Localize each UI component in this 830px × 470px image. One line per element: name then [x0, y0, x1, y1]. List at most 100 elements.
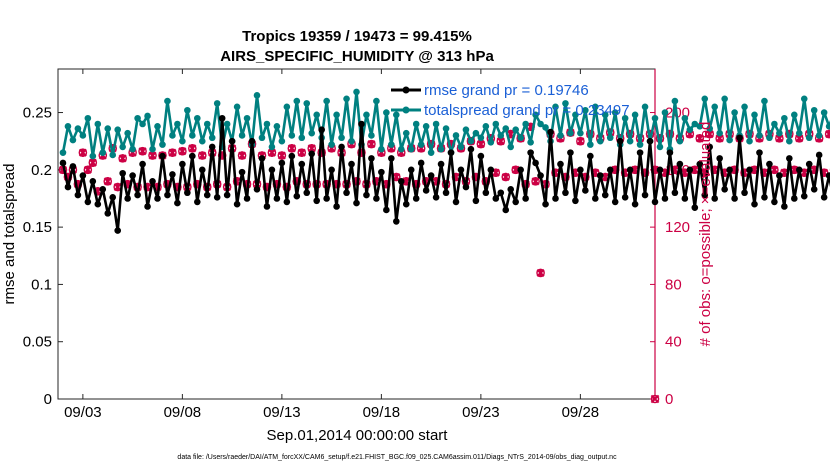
legend-label-totalspread: totalspread grand pr = 0.23497: [424, 102, 630, 119]
totalspread-point: [94, 120, 102, 128]
rmse-point: [761, 194, 768, 201]
rmse-point: [393, 218, 400, 225]
totalspread-point: [373, 97, 380, 105]
rmse-point: [189, 152, 196, 160]
rmse-point: [686, 166, 694, 174]
rmse-point: [781, 203, 788, 210]
totalspread-point: [631, 111, 639, 119]
totalspread-point: [686, 126, 694, 134]
totalspread-point: [208, 134, 216, 142]
totalspread-point: [253, 92, 261, 99]
rmse-point: [517, 166, 524, 174]
rmse-point: [94, 200, 102, 208]
totalspread-point: [467, 137, 475, 145]
totalspread-point: [109, 151, 117, 159]
totalspread-point: [537, 120, 544, 128]
rmse-point: [457, 166, 465, 174]
totalspread-point: [293, 97, 301, 105]
rmse-point: [184, 189, 191, 197]
rmse-point: [582, 187, 589, 194]
totalspread-point: [402, 129, 410, 137]
rmse-point: [358, 120, 365, 128]
totalspread-point: [587, 141, 594, 148]
totalspread-point: [442, 125, 450, 132]
rmse-point: [203, 191, 211, 199]
rmse-point: [104, 210, 112, 217]
rmse-point: [492, 195, 500, 202]
totalspread-point: [407, 145, 415, 153]
rmse-point: [313, 197, 321, 205]
obs-evaluated-point: [536, 268, 545, 278]
rmse-point: [462, 183, 470, 191]
totalspread-point: [497, 132, 505, 139]
rmse-point: [452, 198, 460, 206]
rmse-point: [482, 189, 490, 197]
rmse-point: [805, 160, 813, 168]
totalspread-point: [532, 111, 539, 119]
series-totalspread: [59, 88, 830, 160]
rmse-point: [552, 195, 559, 202]
rmse-point: [328, 166, 335, 174]
rmse-point: [716, 155, 723, 162]
totalspread-point: [69, 136, 77, 144]
y-axis-label: rmse and totalspread: [1, 164, 18, 305]
rmse-point: [701, 191, 709, 199]
totalspread-point: [388, 141, 395, 148]
y-tick-label: 0.15: [23, 219, 52, 236]
totalspread-point: [313, 111, 321, 119]
x-tick-label: 09/23: [462, 404, 500, 421]
totalspread-point: [781, 114, 788, 122]
totalspread-point: [761, 97, 768, 105]
rmse-point: [696, 160, 704, 168]
totalspread-point: [746, 137, 753, 145]
totalspread-point: [676, 137, 684, 145]
obs-evaluated-point: [476, 139, 485, 149]
rmse-point: [144, 203, 151, 210]
totalspread-point: [721, 95, 728, 103]
totalspread-point: [691, 120, 699, 128]
totalspread-point: [800, 95, 808, 103]
rmse-point: [437, 160, 445, 168]
y-axis-left: 0 0.05 0.1 0.15 0.2 0.25: [23, 105, 63, 408]
obs-evaluated-point: [277, 151, 286, 160]
rmse-point: [388, 155, 395, 162]
x-tick-label: 09/03: [64, 404, 102, 421]
totalspread-point: [99, 149, 107, 156]
rmse-point: [567, 149, 574, 156]
totalspread-point: [552, 103, 559, 111]
obs-evaluated-point: [825, 129, 830, 139]
obs-evaluated-point: [297, 148, 306, 157]
rmse-point: [373, 195, 380, 202]
totalspread-point: [527, 139, 534, 146]
totalspread-point: [179, 137, 186, 145]
totalspread-point: [771, 120, 778, 128]
totalspread-point: [671, 97, 679, 105]
rmse-point: [681, 195, 689, 202]
rmse-point: [119, 169, 126, 177]
totalspread-point: [114, 126, 121, 134]
rmse-point: [467, 145, 475, 153]
totalspread-point: [437, 145, 445, 153]
totalspread-point: [706, 125, 714, 132]
obs-evaluated-point: [367, 139, 376, 149]
totalspread-point: [502, 125, 510, 132]
totalspread-point: [124, 129, 131, 137]
totalspread-point: [144, 112, 151, 120]
rmse-point: [631, 200, 639, 208]
totalspread-point: [562, 100, 569, 107]
series-rmse: [59, 114, 830, 234]
rmse-point: [791, 195, 798, 202]
y-axis-right-label: # of obs: o=possible; ×=evaluated: [697, 122, 714, 347]
obs-evaluated-point: [695, 134, 704, 143]
totalspread-point: [810, 106, 818, 114]
rmse-point: [442, 189, 450, 197]
totalspread-point: [298, 134, 306, 142]
rmse-point: [671, 189, 679, 197]
rmse-point: [333, 203, 340, 210]
totalspread-point: [815, 132, 823, 139]
totalspread-point: [601, 111, 609, 119]
totalspread-point: [606, 134, 614, 142]
rmse-point: [661, 195, 669, 202]
rmse-point: [89, 177, 97, 185]
rmse-point: [497, 189, 505, 197]
